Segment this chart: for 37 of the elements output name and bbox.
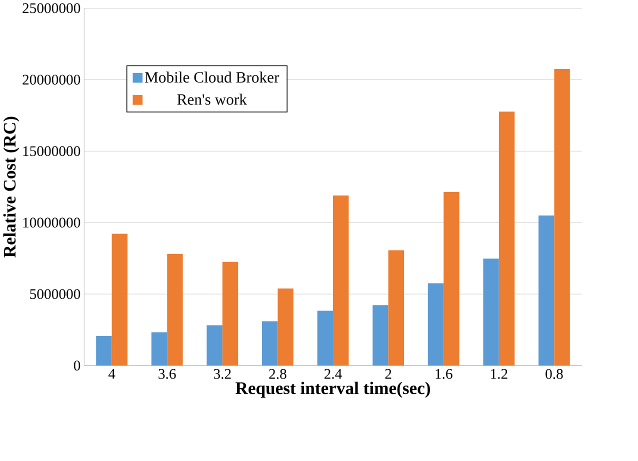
x-tick-label: 1.6 [436, 368, 452, 379]
bar [167, 254, 183, 366]
bar [222, 262, 238, 366]
bar [96, 336, 112, 366]
bar [498, 112, 515, 366]
bar [112, 234, 128, 366]
x-tick-label: 0.8 [546, 368, 563, 379]
x-tick-label: 2.8 [269, 368, 286, 379]
x-tick-label: 4 [108, 368, 116, 379]
bar [278, 288, 294, 366]
legend-label: Ren's work [177, 94, 247, 105]
bar [262, 321, 278, 366]
bar [317, 310, 333, 366]
bar [428, 283, 444, 366]
bar [206, 325, 222, 366]
y-tick-label: 20000000 [22, 74, 80, 84]
y-tick-label: 25000000 [22, 3, 80, 14]
y-tick-label: 5000000 [30, 288, 80, 299]
x-axis-title: Request interval time(sec) [236, 382, 430, 398]
x-tick-label: 2.4 [324, 368, 342, 379]
bar [444, 192, 460, 366]
x-tick-label: 3.2 [214, 368, 231, 379]
bar [372, 304, 388, 366]
y-tick-label: 10000000 [23, 218, 80, 228]
x-tick-label: 2 [385, 368, 392, 379]
y-axis-title: Relative Cost (RC) [3, 116, 20, 258]
y-tick-label: 0 [74, 360, 80, 370]
bar [554, 68, 570, 366]
bar [538, 215, 554, 366]
x-tick-label: 1.2 [491, 368, 508, 379]
y-tick-label: 15000000 [23, 146, 80, 156]
x-tick-label: 3.6 [158, 368, 176, 379]
bar [388, 250, 404, 366]
bar [483, 258, 499, 366]
legend-label: Mobile Cloud Broker [144, 72, 280, 83]
bar [151, 332, 168, 366]
bar [333, 195, 349, 366]
